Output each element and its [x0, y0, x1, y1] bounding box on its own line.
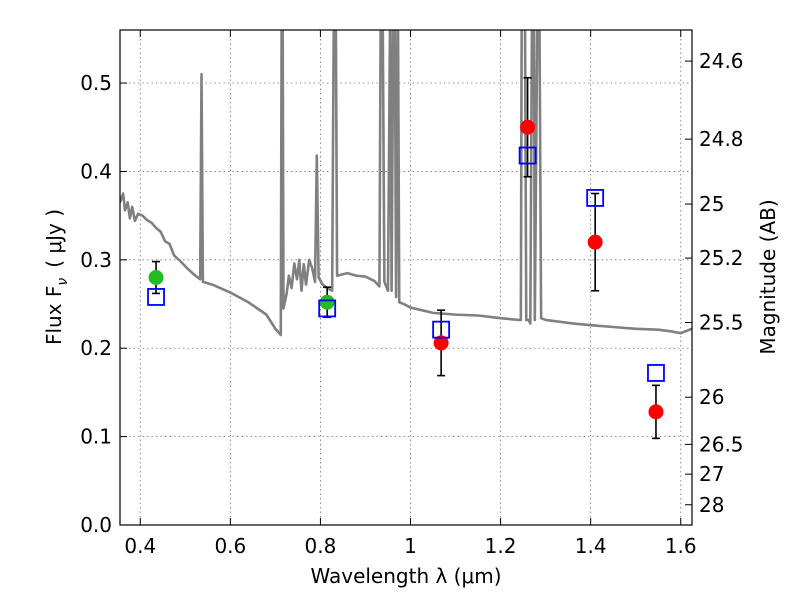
x-axis-title: Wavelength λ (μm)	[310, 564, 501, 588]
x-tick-label: 1.4	[575, 534, 607, 558]
data-point	[587, 234, 603, 250]
data-point	[520, 119, 536, 135]
data-point	[433, 335, 449, 351]
plot-frame	[119, 29, 693, 526]
model-photometry-point	[586, 189, 605, 207]
x-tick-label: 1.6	[665, 534, 697, 558]
magnitude-tick-label: 27	[699, 462, 724, 486]
data-point	[648, 404, 664, 420]
y-tick-label: 0.0	[80, 513, 112, 537]
tick-labels: 0.4 0.6 0.8 1 1.2 1.4 1.6 0.0 0.1 0.2 0.3 0.4 0.5 24.…	[80, 49, 743, 558]
magnitude-tick-label: 26	[699, 385, 724, 409]
data-point	[319, 294, 335, 310]
x-tick-label: 0.8	[305, 534, 337, 558]
right-axis-title: Magnitude (AB)	[756, 199, 780, 354]
y-tick-label: 0.1	[80, 425, 112, 449]
left-axis-title-text: Flux F	[42, 286, 66, 345]
y-tick-label: 0.3	[80, 248, 112, 272]
magnitude-tick-label: 24.6	[699, 49, 744, 73]
svg-text:Flux Fν( μJy ): Flux Fν ( μJy )	[42, 209, 71, 345]
x-tick-label: 1.2	[485, 534, 517, 558]
model-photometry-point	[147, 288, 165, 306]
left-axis-title-units: ( μJy )	[42, 209, 66, 268]
x-tick-label: 0.4	[124, 534, 156, 558]
axis-ticks	[120, 30, 692, 526]
left-axis-title-subscript: ν	[55, 278, 71, 286]
left-axis-title: Flux Fν ( μJy )	[42, 209, 71, 345]
data-point	[148, 270, 164, 285]
model-photometry-point	[432, 320, 451, 339]
magnitude-tick-label: 25	[699, 192, 724, 216]
plot-background	[120, 30, 692, 525]
y-tick-label: 0.2	[80, 336, 112, 360]
x-tick-label: 1	[404, 534, 417, 558]
grid-lines	[120, 30, 692, 526]
y-tick-label: 0.4	[80, 159, 112, 183]
magnitude-tick-label: 25.2	[699, 246, 744, 270]
model-spectrum	[120, 30, 692, 337]
model-photometry-point	[647, 364, 665, 382]
model-photometry-point	[518, 146, 537, 165]
magnitude-tick-label: 26.5	[699, 432, 744, 456]
x-tick-label: 0.6	[214, 534, 246, 558]
magnitude-tick-label: 24.8	[699, 127, 744, 151]
spectrum-line	[120, 30, 692, 337]
magnitude-tick-label: 28	[699, 493, 724, 517]
data-markers	[147, 119, 665, 420]
model-photometry-point	[318, 299, 337, 318]
magnitude-tick-label: 25.5	[699, 311, 744, 335]
y-tick-label: 0.5	[80, 71, 112, 95]
